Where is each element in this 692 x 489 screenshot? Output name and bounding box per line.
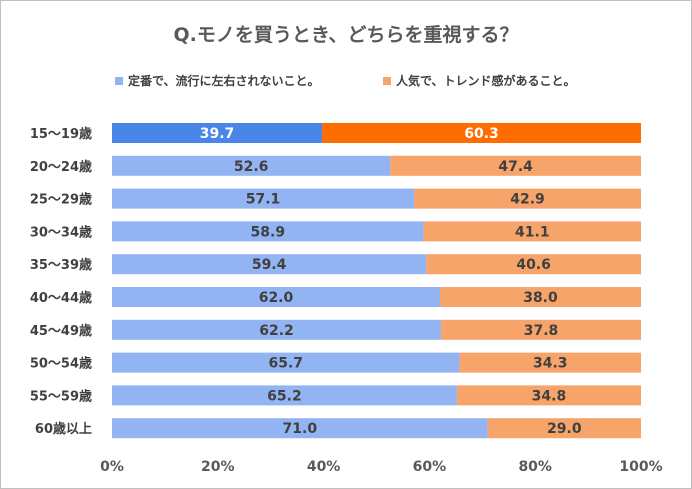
category-label: 35～39歳 [30, 257, 92, 273]
legend-label-series-1: 定番で、流行に左右されないこと。 [128, 74, 320, 88]
bar-segment-series-1 [112, 287, 440, 307]
category-label: 55～59歳 [30, 388, 92, 404]
bar-segment-series-2 [439, 287, 641, 307]
data-label-series-2: 42.9 [510, 192, 545, 208]
bar-segment-series-1 [112, 254, 427, 275]
bar-segment-series-1 [112, 155, 391, 176]
chart-legend: 定番で、流行に左右されないこと。 人気で、トレンド感があること。 [0, 72, 692, 90]
chart-title: Q.モノを買うとき、どちらを重視する？ [173, 24, 519, 46]
bar-segment-series-2 [487, 418, 641, 439]
bar-segment-series-1 [112, 123, 323, 143]
bar-segment-series-2 [423, 221, 641, 242]
data-label-series-2: 40.6 [516, 257, 551, 273]
data-label-series-1: 58.9 [251, 224, 286, 240]
data-label-series-1: 62.2 [259, 323, 294, 339]
legend-item-series-1: 定番で、流行に左右されないこと。 [115, 72, 320, 89]
legend-swatch-series-2 [383, 76, 391, 85]
data-label-series-1: 65.7 [269, 356, 304, 372]
data-label-series-1: 71.0 [283, 421, 318, 437]
data-label-series-1: 39.7 [200, 126, 235, 142]
data-label-series-2: 37.8 [524, 323, 559, 339]
data-label-series-1: 62.0 [259, 290, 294, 306]
x-tick-label: 100% [619, 459, 662, 475]
category-label: 60歳以上 [35, 421, 92, 437]
category-label: 50～54歳 [30, 356, 92, 372]
data-label-series-2: 47.4 [498, 159, 533, 175]
bar-segment-series-1 [112, 221, 424, 242]
bar-segment-series-1 [112, 319, 442, 340]
x-tick-label: 60% [413, 459, 447, 475]
data-label-series-2: 38.0 [523, 290, 558, 306]
category-label: 45～49歳 [30, 323, 92, 339]
data-label-series-1: 65.2 [267, 388, 302, 404]
category-label: 30～34歳 [30, 224, 92, 240]
data-label-series-2: 60.3 [464, 126, 499, 142]
data-label-series-2: 34.3 [533, 356, 568, 372]
bar-segment-series-2 [441, 319, 641, 340]
bar-segment-series-2 [456, 385, 641, 406]
x-tick-label: 20% [201, 459, 235, 475]
bar-segment-series-2 [322, 123, 641, 143]
legend-item-series-2: 人気で、トレンド感があること。 [383, 72, 576, 89]
data-label-series-2: 29.0 [547, 421, 582, 437]
bar-segment-series-2 [459, 352, 641, 373]
bar-segment-series-2 [390, 155, 641, 176]
data-label-series-1: 52.6 [234, 159, 269, 175]
x-tick-label: 80% [518, 459, 552, 475]
bar-segment-series-1 [112, 418, 488, 439]
category-label: 25～29歳 [30, 192, 92, 208]
x-tick-label: 0% [100, 459, 124, 475]
bar-segment-series-2 [426, 254, 641, 275]
legend-label-series-2: 人気で、トレンド感があること。 [396, 74, 576, 88]
bar-segment-series-1 [112, 352, 460, 373]
category-label: 40～44歳 [30, 290, 92, 306]
category-label: 15～19歳 [30, 126, 92, 142]
bar-segment-series-1 [112, 188, 415, 209]
data-label-series-2: 41.1 [515, 224, 550, 240]
bar-segment-series-2 [414, 188, 641, 209]
data-label-series-1: 57.1 [246, 192, 281, 208]
data-label-series-1: 59.4 [252, 257, 287, 273]
legend-swatch-series-1 [115, 76, 123, 85]
category-label: 20～24歳 [30, 159, 92, 175]
bar-segment-series-1 [112, 385, 457, 406]
x-tick-label: 40% [307, 459, 341, 475]
data-label-series-2: 34.8 [532, 388, 567, 404]
